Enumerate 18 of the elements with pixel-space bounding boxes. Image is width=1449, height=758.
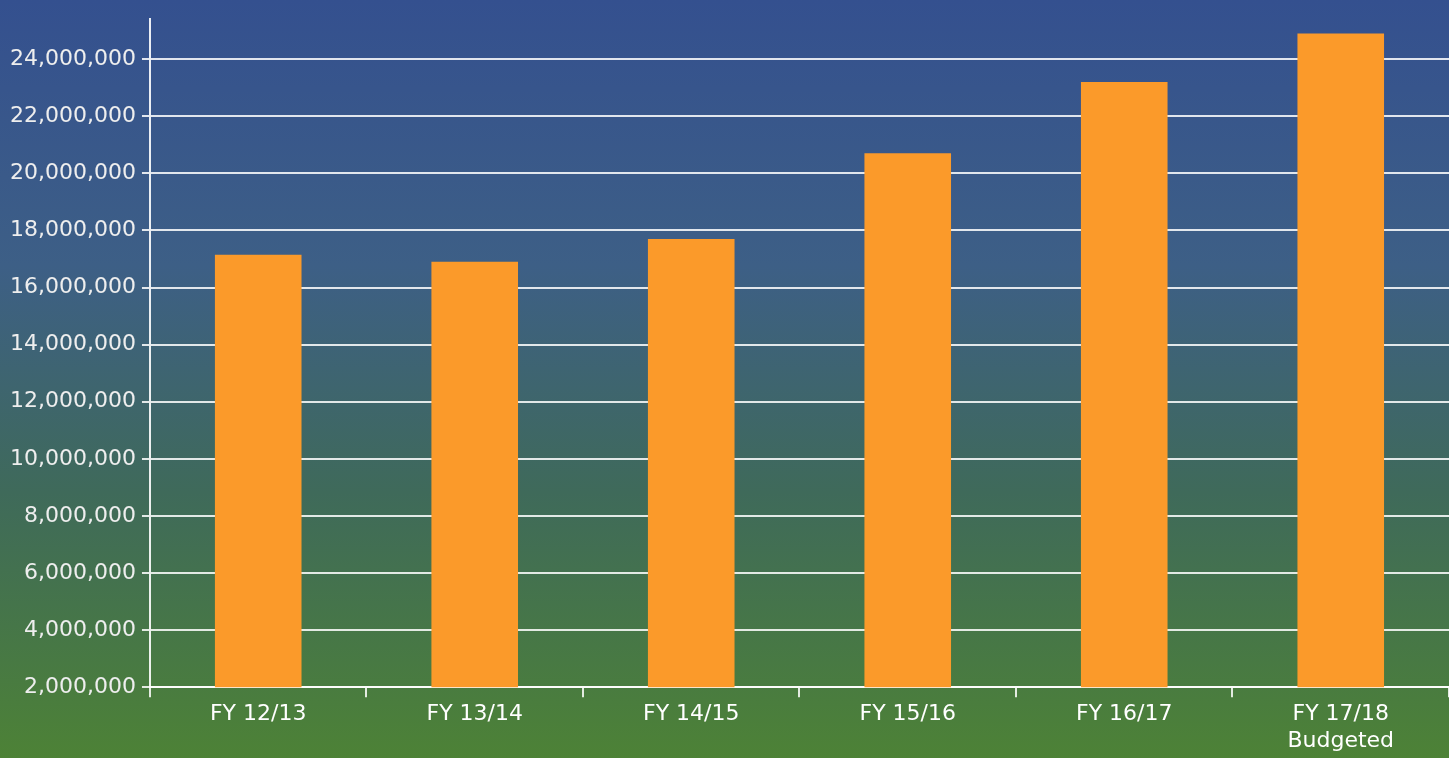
y-tick-label: 8,000,000: [23, 501, 136, 527]
y-tick-label: 2,000,000: [23, 672, 136, 698]
y-tick-label: 18,000,000: [9, 216, 136, 242]
x-tick-label: FY 13/14: [426, 700, 523, 726]
y-tick-label: 24,000,000: [9, 44, 136, 70]
y-tick-label: 10,000,000: [9, 444, 136, 470]
y-tick-label: 14,000,000: [9, 330, 136, 356]
x-tick-label: FY 14/15: [642, 700, 740, 726]
x-tick-label: FY 12/13: [209, 700, 307, 726]
x-tick-label: FY 16/17: [1075, 700, 1173, 726]
y-tick-label: 6,000,000: [23, 558, 136, 584]
x-tick-label: FY 15/16: [859, 700, 956, 726]
y-tick-label: 16,000,000: [9, 273, 136, 299]
y-tick-label: 20,000,000: [9, 159, 136, 185]
x-tick-label: FY 17/18 Budgeted: [1287, 700, 1395, 752]
y-tick-label: 22,000,000: [9, 101, 136, 127]
y-tick-label: 4,000,000: [23, 615, 136, 641]
y-tick-label: 12,000,000: [9, 387, 136, 413]
